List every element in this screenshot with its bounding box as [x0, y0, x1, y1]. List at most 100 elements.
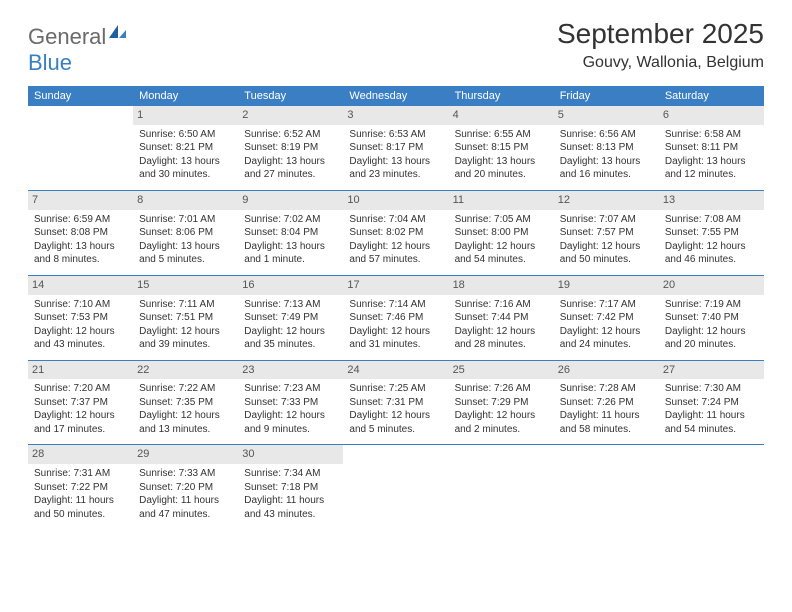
calendar-cell: 17Sunrise: 7:14 AMSunset: 7:46 PMDayligh…	[343, 275, 448, 360]
day-number: 6	[659, 106, 764, 125]
dayhead-thursday: Thursday	[449, 86, 554, 106]
daylight-line2: and 12 minutes.	[665, 168, 758, 182]
calendar-cell: 12Sunrise: 7:07 AMSunset: 7:57 PMDayligh…	[554, 190, 659, 275]
header: GeneralBlue September 2025 Gouvy, Wallon…	[28, 18, 764, 76]
daylight-line2: and 16 minutes.	[560, 168, 653, 182]
daylight-line2: and 1 minute.	[244, 253, 337, 267]
day-number: 24	[343, 361, 448, 380]
calendar-cell: 25Sunrise: 7:26 AMSunset: 7:29 PMDayligh…	[449, 360, 554, 445]
daylight-line1: Daylight: 11 hours	[560, 409, 653, 423]
day-number: 15	[133, 276, 238, 295]
daylight-line1: Daylight: 13 hours	[244, 155, 337, 169]
daylight-line2: and 54 minutes.	[455, 253, 548, 267]
sunset: Sunset: 7:57 PM	[560, 226, 653, 240]
logo: GeneralBlue	[28, 24, 128, 76]
daylight-line1: Daylight: 12 hours	[349, 240, 442, 254]
calendar-cell: 19Sunrise: 7:17 AMSunset: 7:42 PMDayligh…	[554, 275, 659, 360]
calendar-cell: 15Sunrise: 7:11 AMSunset: 7:51 PMDayligh…	[133, 275, 238, 360]
sunset: Sunset: 7:24 PM	[665, 396, 758, 410]
sunrise: Sunrise: 7:28 AM	[560, 382, 653, 396]
sunrise: Sunrise: 7:30 AM	[665, 382, 758, 396]
sunset: Sunset: 7:29 PM	[455, 396, 548, 410]
daylight-line2: and 8 minutes.	[34, 253, 127, 267]
calendar-cell: 23Sunrise: 7:23 AMSunset: 7:33 PMDayligh…	[238, 360, 343, 445]
calendar-cell: 28Sunrise: 7:31 AMSunset: 7:22 PMDayligh…	[28, 445, 133, 529]
sunset: Sunset: 7:51 PM	[139, 311, 232, 325]
sunset: Sunset: 7:37 PM	[34, 396, 127, 410]
sunset: Sunset: 8:04 PM	[244, 226, 337, 240]
day-number: 20	[659, 276, 764, 295]
daylight-line2: and 17 minutes.	[34, 423, 127, 437]
calendar-cell: 11Sunrise: 7:05 AMSunset: 8:00 PMDayligh…	[449, 190, 554, 275]
calendar-table: SundayMondayTuesdayWednesdayThursdayFrid…	[28, 86, 764, 529]
sunrise: Sunrise: 7:11 AM	[139, 298, 232, 312]
daylight-line2: and 27 minutes.	[244, 168, 337, 182]
sunset: Sunset: 7:40 PM	[665, 311, 758, 325]
sunrise: Sunrise: 6:55 AM	[455, 128, 548, 142]
day-number: 3	[343, 106, 448, 125]
daylight-line1: Daylight: 12 hours	[34, 325, 127, 339]
daylight-line2: and 24 minutes.	[560, 338, 653, 352]
day-number: 1	[133, 106, 238, 125]
sunrise: Sunrise: 7:33 AM	[139, 467, 232, 481]
calendar-cell: 18Sunrise: 7:16 AMSunset: 7:44 PMDayligh…	[449, 275, 554, 360]
day-number: 13	[659, 191, 764, 210]
sunset: Sunset: 7:46 PM	[349, 311, 442, 325]
calendar-cell: 8Sunrise: 7:01 AMSunset: 8:06 PMDaylight…	[133, 190, 238, 275]
calendar-cell: 14Sunrise: 7:10 AMSunset: 7:53 PMDayligh…	[28, 275, 133, 360]
daylight-line1: Daylight: 12 hours	[34, 409, 127, 423]
day-number: 9	[238, 191, 343, 210]
daylight-line1: Daylight: 12 hours	[349, 325, 442, 339]
daylight-line2: and 46 minutes.	[665, 253, 758, 267]
calendar-cell: 21Sunrise: 7:20 AMSunset: 7:37 PMDayligh…	[28, 360, 133, 445]
daylight-line2: and 57 minutes.	[349, 253, 442, 267]
day-number: 18	[449, 276, 554, 295]
day-number: 5	[554, 106, 659, 125]
sunrise: Sunrise: 7:04 AM	[349, 213, 442, 227]
calendar-cell: 4Sunrise: 6:55 AMSunset: 8:15 PMDaylight…	[449, 106, 554, 190]
sunset: Sunset: 7:20 PM	[139, 481, 232, 495]
daylight-line2: and 31 minutes.	[349, 338, 442, 352]
day-number: 19	[554, 276, 659, 295]
sunrise: Sunrise: 7:23 AM	[244, 382, 337, 396]
calendar-cell: 5Sunrise: 6:56 AMSunset: 8:13 PMDaylight…	[554, 106, 659, 190]
daylight-line1: Daylight: 13 hours	[139, 240, 232, 254]
sunrise: Sunrise: 7:02 AM	[244, 213, 337, 227]
day-number: 28	[28, 445, 133, 464]
day-number: 16	[238, 276, 343, 295]
daylight-line1: Daylight: 12 hours	[455, 409, 548, 423]
day-number: 30	[238, 445, 343, 464]
daylight-line1: Daylight: 13 hours	[244, 240, 337, 254]
day-number: 10	[343, 191, 448, 210]
calendar-cell: 1Sunrise: 6:50 AMSunset: 8:21 PMDaylight…	[133, 106, 238, 190]
calendar-cell: 24Sunrise: 7:25 AMSunset: 7:31 PMDayligh…	[343, 360, 448, 445]
sunset: Sunset: 8:13 PM	[560, 141, 653, 155]
sunset: Sunset: 7:55 PM	[665, 226, 758, 240]
day-number: 2	[238, 106, 343, 125]
sunrise: Sunrise: 7:05 AM	[455, 213, 548, 227]
calendar-cell	[554, 445, 659, 529]
sunset: Sunset: 8:17 PM	[349, 141, 442, 155]
daylight-line2: and 2 minutes.	[455, 423, 548, 437]
daylight-line1: Daylight: 12 hours	[455, 240, 548, 254]
dayhead-saturday: Saturday	[659, 86, 764, 106]
sunrise: Sunrise: 6:53 AM	[349, 128, 442, 142]
daylight-line1: Daylight: 13 hours	[560, 155, 653, 169]
calendar-cell: 10Sunrise: 7:04 AMSunset: 8:02 PMDayligh…	[343, 190, 448, 275]
sunset: Sunset: 7:33 PM	[244, 396, 337, 410]
daylight-line2: and 13 minutes.	[139, 423, 232, 437]
dayhead-tuesday: Tuesday	[238, 86, 343, 106]
sunrise: Sunrise: 6:59 AM	[34, 213, 127, 227]
calendar-cell: 27Sunrise: 7:30 AMSunset: 7:24 PMDayligh…	[659, 360, 764, 445]
sunrise: Sunrise: 7:17 AM	[560, 298, 653, 312]
day-number: 4	[449, 106, 554, 125]
calendar-cell: 16Sunrise: 7:13 AMSunset: 7:49 PMDayligh…	[238, 275, 343, 360]
sunset: Sunset: 8:11 PM	[665, 141, 758, 155]
location: Gouvy, Wallonia, Belgium	[557, 54, 764, 72]
day-number: 29	[133, 445, 238, 464]
daylight-line1: Daylight: 13 hours	[665, 155, 758, 169]
sunset: Sunset: 7:44 PM	[455, 311, 548, 325]
daylight-line1: Daylight: 12 hours	[455, 325, 548, 339]
sunrise: Sunrise: 6:58 AM	[665, 128, 758, 142]
sunset: Sunset: 8:15 PM	[455, 141, 548, 155]
